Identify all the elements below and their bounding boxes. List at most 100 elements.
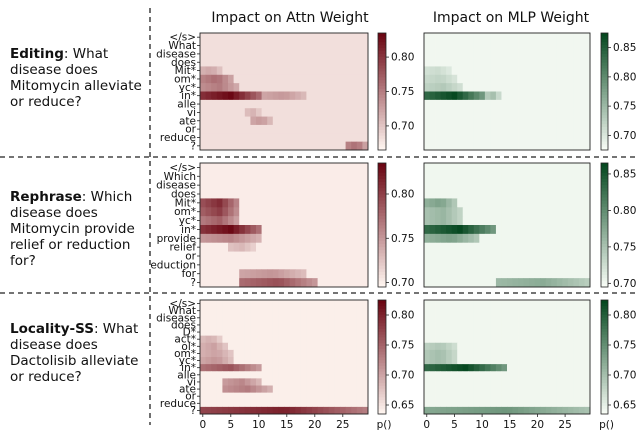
heatmap-cell — [462, 392, 469, 401]
heatmap-cell — [429, 207, 436, 217]
heatmap-cell — [272, 66, 279, 76]
heatmap-cell — [317, 33, 324, 42]
colorbar-segment — [601, 274, 608, 279]
heatmap-cell — [484, 314, 491, 322]
colorbar-segment — [601, 339, 608, 344]
heatmap-cell — [334, 260, 341, 270]
heatmap-cell — [289, 364, 296, 372]
heatmap-cell — [244, 371, 251, 379]
colorbar-tick-label: 0.80 — [613, 71, 636, 83]
heatmap-cell — [300, 141, 307, 151]
x-tick-label: 15 — [503, 419, 516, 431]
heatmap-cell — [468, 108, 475, 117]
heatmap-cell — [222, 342, 229, 351]
colorbar-segment — [378, 411, 386, 415]
heatmap-cell — [473, 66, 480, 76]
heatmap-cell — [211, 83, 218, 92]
heatmap-cell — [473, 141, 480, 151]
heatmap-cell — [512, 251, 519, 261]
heatmap-cell — [323, 349, 330, 358]
colorbar-segment — [601, 169, 608, 173]
heatmap-cell — [356, 91, 363, 101]
heatmap-cell — [495, 269, 502, 279]
heatmap-cell — [529, 133, 536, 143]
colorbar-segment — [601, 283, 608, 288]
colorbar-segment — [601, 262, 608, 266]
colorbar-tick-label: 0.80 — [391, 52, 414, 64]
heatmap-cell — [256, 124, 262, 134]
heatmap-cell — [529, 364, 536, 372]
heatmap-cell — [340, 207, 346, 217]
heatmap-cell — [362, 180, 369, 190]
heatmap-cell — [351, 99, 358, 109]
heatmap-cell — [529, 198, 536, 208]
heatmap-cell — [228, 49, 234, 59]
heatmap-cell — [250, 269, 257, 279]
heatmap-cell — [250, 49, 257, 59]
heatmap-cell — [534, 163, 541, 173]
heatmap-cell — [429, 163, 436, 173]
colorbar-segment — [601, 88, 608, 92]
heatmap-cell — [362, 335, 369, 344]
heatmap-cell — [278, 198, 285, 208]
heatmap-cell — [250, 233, 257, 244]
heatmap-cell — [312, 171, 318, 182]
heatmap-cell — [200, 108, 206, 117]
heatmap-cell — [222, 385, 229, 394]
heatmap-cell — [312, 180, 318, 190]
heatmap-cell — [501, 314, 508, 322]
x-tick-label: 0 — [199, 419, 206, 431]
heatmap-cell — [551, 300, 558, 308]
heatmap-cell — [451, 342, 458, 351]
heatmap-cell — [523, 108, 530, 117]
heatmap-cell — [261, 124, 268, 134]
heatmap-cell — [278, 83, 285, 92]
heatmap-cell — [451, 124, 458, 134]
heatmap-cell — [567, 307, 574, 315]
heatmap-cell — [228, 349, 234, 358]
heatmap-cell — [501, 225, 508, 235]
heatmap-cell — [272, 225, 279, 235]
heatmap-cell — [356, 406, 363, 415]
heatmap-cell — [512, 49, 519, 59]
heatmap-cell — [446, 251, 453, 261]
heatmap-cell — [462, 278, 469, 288]
colorbar-segment — [378, 144, 386, 148]
heatmap-cell — [267, 189, 274, 199]
heatmap-cell — [205, 378, 212, 386]
colorbar-segment — [378, 408, 386, 412]
heatmap-cell — [205, 328, 212, 337]
heatmap-cell — [216, 33, 223, 42]
heatmap-cell — [334, 198, 341, 208]
heatmap-cell — [328, 342, 335, 351]
heatmap-cell — [462, 225, 469, 235]
heatmap-cell — [551, 371, 558, 379]
heatmap-cell — [573, 49, 580, 59]
colorbar-segment — [601, 317, 608, 321]
heatmap-cell — [556, 225, 563, 235]
heatmap-cell — [300, 392, 307, 401]
heatmap-cell — [545, 349, 552, 358]
heatmap-cell — [512, 99, 519, 109]
colorbar-segment — [601, 411, 608, 415]
heatmap-cell — [578, 108, 585, 117]
heatmap-cell — [578, 171, 585, 182]
heatmap-cell — [545, 189, 552, 199]
heatmap-cell — [540, 364, 547, 372]
heatmap-cell — [556, 74, 563, 84]
heatmap-cell — [256, 357, 262, 365]
y-tick-label: does — [171, 319, 196, 331]
colorbar-frame — [377, 299, 387, 415]
y-tick-label: or — [185, 124, 196, 136]
heatmap-cell — [356, 180, 363, 190]
heatmap-cell — [529, 307, 536, 315]
heatmap-cell — [468, 58, 475, 67]
heatmap-cell — [323, 58, 330, 67]
heatmap-cell — [473, 392, 480, 401]
heatmap-cell — [440, 66, 447, 76]
heatmap-cell — [507, 198, 513, 208]
heatmap-cell — [323, 133, 330, 143]
heatmap-cell — [228, 41, 234, 51]
heatmap-cell — [250, 260, 257, 270]
heatmap-cell — [362, 33, 369, 42]
